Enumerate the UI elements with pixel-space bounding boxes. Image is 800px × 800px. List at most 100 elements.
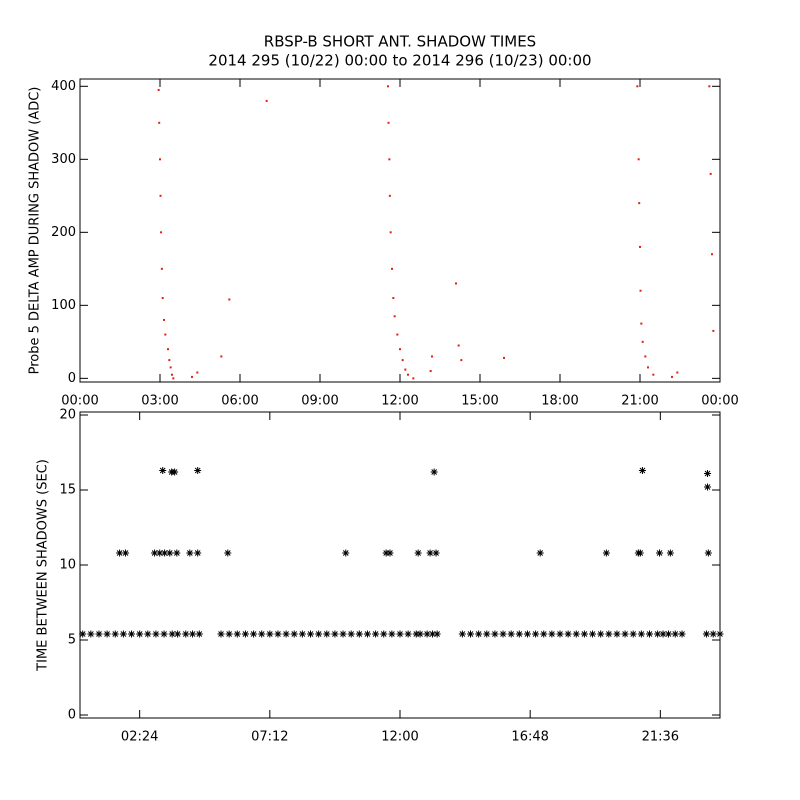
asterisk-point xyxy=(709,630,717,638)
asterisk-point xyxy=(386,549,394,557)
asterisk-point xyxy=(704,470,712,477)
dot-point xyxy=(712,329,715,332)
asterisk-point xyxy=(194,467,202,474)
dot-point xyxy=(387,85,389,88)
y-tick-label: 0 xyxy=(68,708,76,723)
asterisk-point xyxy=(404,630,412,638)
x-tick-label: 09:00 xyxy=(301,394,338,409)
asterisk-point xyxy=(119,630,127,638)
dot-point xyxy=(396,333,399,336)
x-tick-label: 16:48 xyxy=(511,730,548,745)
dot-point xyxy=(708,85,711,88)
asterisk-point xyxy=(173,549,181,557)
dot-point xyxy=(160,267,163,270)
dot-point xyxy=(407,373,409,376)
asterisk-point xyxy=(342,549,350,557)
dot-point xyxy=(172,377,175,380)
plot-frame xyxy=(79,411,721,719)
dot-point xyxy=(412,377,415,380)
dot-point xyxy=(389,231,392,234)
asterisk-point xyxy=(532,630,540,638)
asterisk-point xyxy=(414,549,422,557)
asterisk-point xyxy=(507,630,515,638)
asterisk-point xyxy=(182,630,190,638)
asterisk-point xyxy=(645,630,653,638)
asterisk-point xyxy=(241,630,249,638)
dot-point xyxy=(457,344,460,347)
dot-point xyxy=(167,348,169,351)
y-axis-label: TIME BETWEEN SHADOWS (SEC) xyxy=(36,459,51,672)
asterisk-point xyxy=(355,630,363,638)
dot-point xyxy=(639,245,641,248)
asterisk-point xyxy=(258,630,266,638)
y-tick-label: 0 xyxy=(68,371,76,386)
dot-point xyxy=(220,355,223,358)
dot-point xyxy=(160,231,163,234)
asterisk-point xyxy=(168,630,176,638)
x-tick-label: 21:36 xyxy=(642,730,679,745)
asterisk-point xyxy=(315,630,323,638)
dot-point xyxy=(159,158,161,161)
asterisk-point xyxy=(160,630,168,638)
dot-point xyxy=(171,373,173,376)
x-tick-label: 02:24 xyxy=(121,730,158,745)
asterisk-point xyxy=(274,630,282,638)
asterisk-point xyxy=(111,630,119,638)
asterisk-point xyxy=(128,630,136,638)
dot-point xyxy=(401,359,404,362)
dot-point xyxy=(711,253,713,256)
y-tick-label: 100 xyxy=(51,298,76,313)
asterisk-point xyxy=(372,630,380,638)
dot-point xyxy=(392,297,395,300)
dot-point xyxy=(676,371,679,374)
x-tick-label: 12:00 xyxy=(381,394,418,409)
chart-title: RBSP-B SHORT ANT. SHADOW TIMES xyxy=(264,33,536,51)
dot-point xyxy=(191,375,193,378)
x-tick-label: 03:00 xyxy=(141,394,178,409)
asterisk-point xyxy=(704,549,712,557)
y-axis-label: Probe 5 DELTA AMP DURING SHADOW (ADC) xyxy=(28,87,43,375)
dot-point xyxy=(157,88,160,91)
y-tick-label: 300 xyxy=(51,152,76,167)
asterisk-point xyxy=(95,630,103,638)
x-tick-label: 06:00 xyxy=(221,394,258,409)
asterisk-point xyxy=(426,549,434,557)
asterisk-point xyxy=(161,549,169,557)
asterisk-point xyxy=(432,549,440,557)
asterisk-point xyxy=(282,630,290,638)
asterisk-point xyxy=(250,630,258,638)
asterisk-point xyxy=(380,630,388,638)
asterisk-point xyxy=(152,630,160,638)
y-tick-label: 400 xyxy=(51,79,76,94)
asterisk-point xyxy=(166,549,174,557)
dot-point xyxy=(641,340,644,343)
dot-point xyxy=(503,356,505,359)
asterisk-point xyxy=(174,630,182,638)
y-tick-label: 20 xyxy=(59,408,76,423)
asterisk-point xyxy=(382,549,390,557)
asterisk-point xyxy=(186,549,194,557)
asterisk-point xyxy=(499,630,507,638)
asterisk-point xyxy=(79,630,87,638)
dot-point xyxy=(399,348,401,351)
asterisk-point xyxy=(483,630,491,638)
asterisk-point xyxy=(224,549,232,557)
asterisk-point xyxy=(678,630,686,638)
asterisk-point xyxy=(580,630,588,638)
dot-point xyxy=(161,297,164,300)
dot-point xyxy=(391,267,393,270)
x-tick-label: 00:00 xyxy=(61,394,98,409)
asterisk-point xyxy=(540,630,548,638)
asterisk-point xyxy=(429,630,437,638)
asterisk-point xyxy=(156,549,164,557)
x-tick-label: 00:00 xyxy=(701,394,738,409)
dot-point xyxy=(652,373,655,376)
asterisk-point xyxy=(536,549,544,557)
x-tick-label: 21:00 xyxy=(621,394,658,409)
dot-point xyxy=(169,366,172,369)
asterisk-point xyxy=(423,630,431,638)
dot-point xyxy=(431,355,433,358)
asterisk-point xyxy=(195,630,203,638)
asterisk-point xyxy=(636,549,644,557)
